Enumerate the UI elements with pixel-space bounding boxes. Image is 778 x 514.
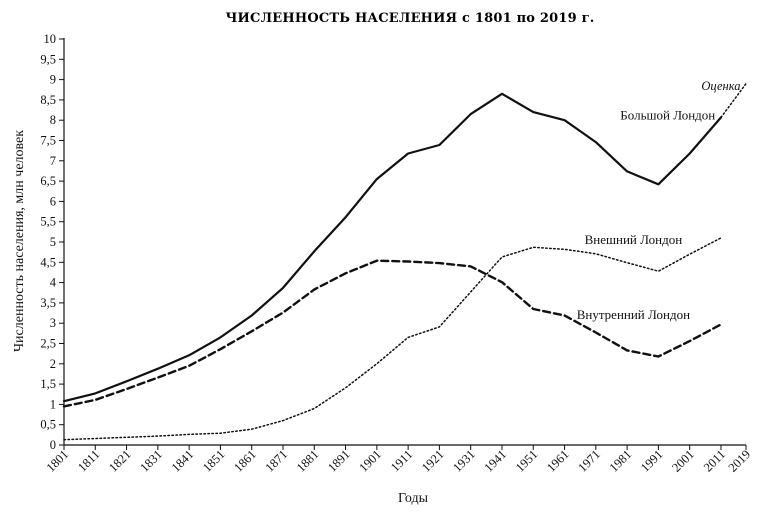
y-tick-label: 3,5 xyxy=(40,296,56,310)
y-tick-label: 3 xyxy=(50,316,56,330)
y-tick-label: 4 xyxy=(50,276,57,290)
labels-layer: Большой Лондон Внешний Лондон Внутренний Л… xyxy=(577,79,741,322)
series-label: Большой Лондон xyxy=(620,107,715,122)
series-label: Внешний Лондон xyxy=(585,232,683,247)
y-tick-label: 9,5 xyxy=(40,52,56,66)
x-tick-label: 1961 xyxy=(544,447,572,475)
y-tick-label: 1,5 xyxy=(40,377,56,391)
x-tick-label: 1841 xyxy=(169,447,197,475)
x-tick-label: 1831 xyxy=(137,447,165,475)
y-tick-label: 7,5 xyxy=(40,134,56,148)
series-label: Внутренний Лондон xyxy=(577,307,690,322)
y-tick-label: 1 xyxy=(50,397,56,411)
x-tick-label: 1991 xyxy=(638,447,666,475)
x-tick-label: 1801 xyxy=(44,447,72,475)
y-axis-label: Численность населения, млн человек xyxy=(12,130,27,352)
x-tick-label: 1821 xyxy=(106,447,134,475)
x-tick-label: 2001 xyxy=(669,447,697,475)
x-tick-label: 1881 xyxy=(294,447,322,475)
x-tick-label: 2019 xyxy=(726,447,754,475)
y-tick-label: 5 xyxy=(50,235,56,249)
x-tick-label: 1911 xyxy=(388,447,415,474)
y-tick-label: 10 xyxy=(44,32,57,46)
y-tick-label: 8,5 xyxy=(40,93,56,107)
x-tick-label: 1851 xyxy=(200,447,228,475)
x-tick-label: 1971 xyxy=(575,447,603,475)
axes: 0 0,5 1 1,5 2 2,5 3 3,5 4 4,5 5 5,5 6 6,5 7 7,5 8 8,5 9 9,5… xyxy=(40,32,753,475)
y-tick-label: 5,5 xyxy=(40,215,56,229)
y-tick-label: 9 xyxy=(50,73,56,87)
x-tick-label: 1981 xyxy=(607,447,635,475)
y-tick-label: 6,5 xyxy=(40,174,56,188)
y-tick-label: 0 xyxy=(50,438,56,452)
y-tick-label: 2,5 xyxy=(40,337,56,351)
y-tick-label: 4,5 xyxy=(40,255,56,269)
x-tick-label: 1891 xyxy=(325,447,353,475)
y-tick-label: 7 xyxy=(50,154,56,168)
y-tick-label: 0,5 xyxy=(40,418,56,432)
y-tick-label: 6 xyxy=(50,194,56,208)
y-tick-label: 2 xyxy=(50,357,56,371)
series-line-2 xyxy=(62,259,723,408)
x-tick-label: 2011 xyxy=(701,447,728,474)
x-tick-label: 1941 xyxy=(482,447,510,475)
series-line-0 xyxy=(62,92,723,403)
x-tick-label: 1861 xyxy=(231,447,259,475)
x-tick-label: 1931 xyxy=(450,447,478,475)
x-tick-label: 1871 xyxy=(263,447,291,475)
series-line-1 xyxy=(63,237,722,441)
series-line-3 xyxy=(720,82,747,119)
x-tick-label: 1811 xyxy=(75,447,102,474)
x-tick-label: 1901 xyxy=(356,447,384,475)
x-tick-label: 1921 xyxy=(419,447,447,475)
chart-title: ЧИСЛЕННОСТЬ НАСЕЛЕНИЯ с 1801 по 2019 г. xyxy=(225,11,594,26)
x-tick-label: 1951 xyxy=(513,447,541,475)
series-layer xyxy=(62,82,747,441)
x-axis-label: Годы xyxy=(398,491,429,506)
y-tick-label: 8 xyxy=(50,113,56,127)
annotation-label: Оценка xyxy=(701,79,740,93)
